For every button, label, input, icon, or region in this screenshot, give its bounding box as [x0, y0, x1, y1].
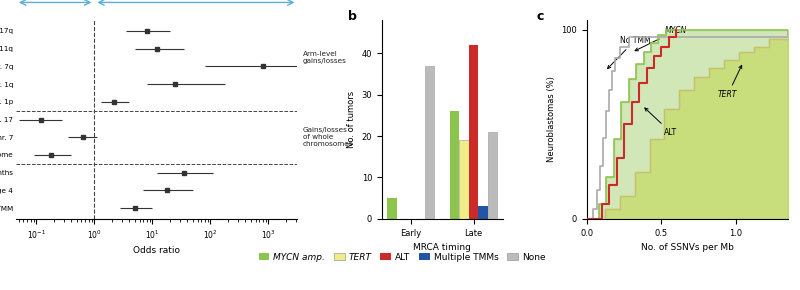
Text: Gains/losses
of whole
chromosomes: Gains/losses of whole chromosomes: [303, 127, 354, 147]
Legend: MYCN amp., TERT, ALT, Multiple TMMs, None: MYCN amp., TERT, ALT, Multiple TMMs, Non…: [255, 249, 549, 265]
Text: c: c: [537, 10, 544, 23]
Bar: [488, 132, 497, 219]
Bar: [425, 66, 434, 219]
X-axis label: MRCA timing: MRCA timing: [414, 243, 471, 252]
Bar: [450, 111, 459, 219]
Bar: [478, 206, 488, 219]
Y-axis label: No. of tumors: No. of tumors: [347, 91, 356, 148]
X-axis label: No. of SSNVs per Mb: No. of SSNVs per Mb: [641, 243, 734, 252]
X-axis label: Odds ratio: Odds ratio: [134, 246, 180, 255]
Text: Arm-level
gains/losses: Arm-level gains/losses: [303, 51, 347, 64]
Text: TERT: TERT: [718, 65, 742, 99]
Text: ALT: ALT: [645, 108, 678, 137]
Text: No TMM: No TMM: [607, 36, 650, 68]
Bar: [459, 140, 469, 219]
Y-axis label: Neuroblastomas (%): Neuroblastomas (%): [547, 77, 556, 162]
Bar: [469, 45, 478, 219]
Bar: [387, 198, 397, 219]
Text: b: b: [348, 10, 357, 23]
Text: MYCN: MYCN: [635, 26, 686, 51]
